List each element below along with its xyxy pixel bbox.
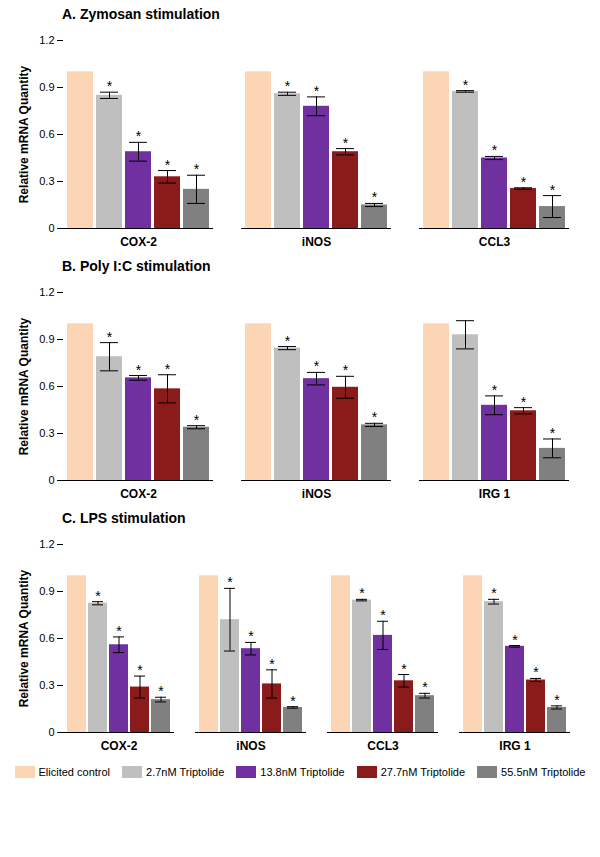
svg-text:COX-2: COX-2 [120,487,157,501]
svg-text:*: * [491,585,497,601]
svg-text:*: * [463,77,469,93]
svg-text:Relative mRNA Quantity: Relative mRNA Quantity [17,317,31,455]
svg-text:*: * [285,78,291,94]
svg-text:*: * [158,683,164,699]
html-text:B. Poly I:C stimulation: B. Poly I:C stimulation [62,258,211,274]
svg-text:COX-2: COX-2 [120,235,157,249]
svg-text:*: * [95,588,101,604]
svg-text:*: * [521,394,527,410]
svg-text:0.3: 0.3 [39,427,54,439]
html-text:A. Zymosan stimulation: A. Zymosan stimulation [62,6,220,22]
svg-text:*: * [512,632,518,648]
svg-text:*: * [343,362,349,378]
svg-text:*: * [492,382,498,398]
svg-text:0.6: 0.6 [39,380,54,392]
svg-text:*: * [401,661,407,677]
svg-text:*: * [533,664,539,680]
svg-text:*: * [521,174,527,190]
svg-text:*: * [550,425,556,441]
svg-text:Relative mRNA Quantity: Relative mRNA Quantity [17,65,31,203]
svg-text:*: * [343,135,349,151]
svg-text:0: 0 [48,726,54,738]
svg-text:0.3: 0.3 [39,175,54,187]
svg-text:*: * [492,142,498,158]
svg-text:COX-2: COX-2 [101,739,138,753]
svg-text:*: * [194,412,200,428]
svg-text:*: * [107,78,113,94]
svg-text:*: * [422,679,428,695]
svg-text:*: * [136,362,142,378]
svg-text:0.9: 0.9 [39,81,54,93]
svg-text:1.2: 1.2 [39,286,54,298]
svg-text:*: * [290,693,296,709]
svg-text:*: * [137,662,143,678]
svg-text:iNOS: iNOS [302,235,331,249]
html-text:2.7nM Triptolide: 2.7nM Triptolide [146,766,225,778]
svg-text:*: * [285,333,291,349]
html-text:Elicited control: Elicited control [38,766,110,778]
html-text:27.7nM Triptolide: 27.7nM Triptolide [380,766,466,778]
svg-text:iNOS: iNOS [302,487,331,501]
svg-text:*: * [165,157,171,173]
svg-text:0.9: 0.9 [39,585,54,597]
html-text:55.5nM Triptolide: 55.5nM Triptolide [501,766,586,778]
svg-text:0: 0 [48,222,54,234]
svg-text:*: * [107,329,113,345]
svg-text:0.6: 0.6 [39,128,54,140]
html-text:13.8nM Triptolide: 13.8nM Triptolide [260,766,345,778]
svg-text:*: * [554,692,560,708]
svg-text:IRG 1: IRG 1 [499,739,531,753]
svg-text:*: * [380,607,386,623]
svg-text:*: * [116,623,122,639]
html-text:C. LPS stimulation: C. LPS stimulation [62,510,186,526]
svg-text:*: * [248,628,254,644]
svg-text:CCL3: CCL3 [367,739,399,753]
svg-text:*: * [314,83,320,99]
svg-text:0.9: 0.9 [39,333,54,345]
svg-text:*: * [269,656,275,672]
svg-text:*: * [550,182,556,198]
svg-text:1.2: 1.2 [39,538,54,550]
svg-text:*: * [165,361,171,377]
svg-text:*: * [372,409,378,425]
svg-text:*: * [372,189,378,205]
svg-text:iNOS: iNOS [236,739,265,753]
svg-text:1.2: 1.2 [39,34,54,46]
svg-text:IRG 1: IRG 1 [479,487,511,501]
svg-text:*: * [359,585,365,601]
svg-text:0: 0 [48,474,54,486]
svg-text:0.6: 0.6 [39,632,54,644]
svg-text:*: * [136,128,142,144]
svg-text:Relative mRNA Quantity: Relative mRNA Quantity [17,569,31,707]
svg-text:CCL3: CCL3 [479,235,511,249]
svg-text:0.3: 0.3 [39,679,54,691]
svg-text:*: * [227,574,233,590]
svg-text:*: * [314,358,320,374]
svg-text:*: * [194,161,200,177]
